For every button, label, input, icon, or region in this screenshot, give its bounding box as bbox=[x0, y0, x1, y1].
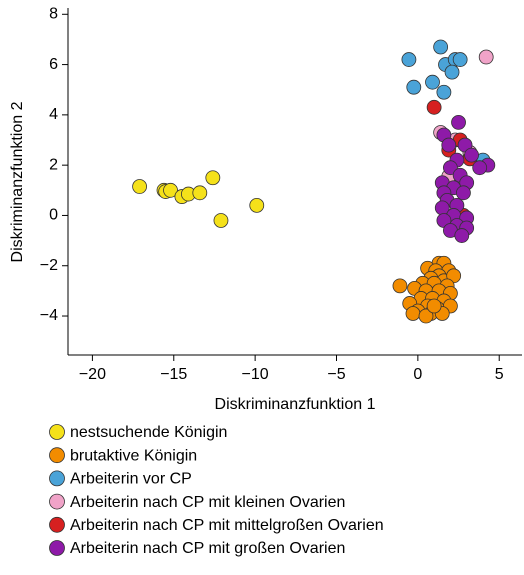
data-point bbox=[132, 179, 147, 194]
data-point bbox=[213, 213, 229, 228]
x-tick-label: −20 bbox=[79, 366, 106, 383]
data-point bbox=[192, 185, 208, 201]
y-tick-label: 2 bbox=[49, 156, 58, 173]
y-tick-label: −4 bbox=[40, 307, 58, 324]
x-tick-label: −5 bbox=[327, 366, 345, 383]
y-tick-label: −2 bbox=[40, 257, 58, 274]
data-point bbox=[205, 170, 221, 186]
legend-label: Arbeiterin nach CP mit kleinen Ovarien bbox=[70, 494, 345, 511]
legend-label: brutaktive Königin bbox=[70, 447, 197, 464]
data-point bbox=[456, 185, 471, 201]
data-point bbox=[478, 49, 494, 65]
legend-marker bbox=[49, 540, 65, 556]
data-point bbox=[392, 278, 408, 294]
legend-label: Arbeiterin vor CP bbox=[70, 471, 192, 488]
data-point bbox=[425, 74, 440, 90]
y-tick-label: 8 bbox=[49, 6, 58, 23]
data-point bbox=[472, 160, 488, 176]
data-point bbox=[454, 228, 470, 243]
legend-marker bbox=[49, 470, 65, 487]
data-point bbox=[163, 182, 178, 198]
data-point bbox=[433, 39, 449, 55]
data-point bbox=[451, 115, 466, 130]
legend-label: Arbeiterin nach CP mit mittelgroßen Ovar… bbox=[70, 517, 384, 534]
y-tick-label: 6 bbox=[49, 56, 58, 73]
data-point bbox=[441, 137, 457, 153]
x-tick-label: −10 bbox=[242, 366, 269, 383]
data-point bbox=[443, 160, 458, 176]
x-tick-label: −15 bbox=[160, 366, 187, 383]
legend-marker bbox=[49, 424, 65, 440]
y-tick-label: 0 bbox=[49, 207, 58, 224]
data-point bbox=[418, 308, 434, 324]
y-axis-label: Diskriminanzfunktion 2 bbox=[9, 101, 26, 262]
x-tick-label: 5 bbox=[495, 366, 504, 383]
data-point bbox=[426, 298, 442, 314]
data-point bbox=[401, 52, 417, 67]
data-point bbox=[405, 306, 421, 321]
data-point bbox=[426, 99, 442, 115]
legend-marker bbox=[49, 516, 65, 533]
legend-marker bbox=[49, 447, 65, 464]
data-point bbox=[436, 84, 452, 100]
data-point bbox=[444, 64, 460, 80]
x-axis-label: Diskriminanzfunktion 1 bbox=[215, 396, 376, 413]
legend-label: nestsuchende Königin bbox=[70, 424, 227, 441]
x-tick-label: 0 bbox=[413, 366, 422, 383]
legend-marker bbox=[49, 493, 65, 510]
data-point bbox=[452, 52, 468, 67]
legend-label: Arbeiterin nach CP mit großen Ovarien bbox=[70, 540, 345, 557]
data-point bbox=[464, 147, 479, 163]
data-point bbox=[249, 197, 265, 213]
y-tick-label: 4 bbox=[49, 106, 58, 123]
data-point bbox=[406, 79, 422, 95]
